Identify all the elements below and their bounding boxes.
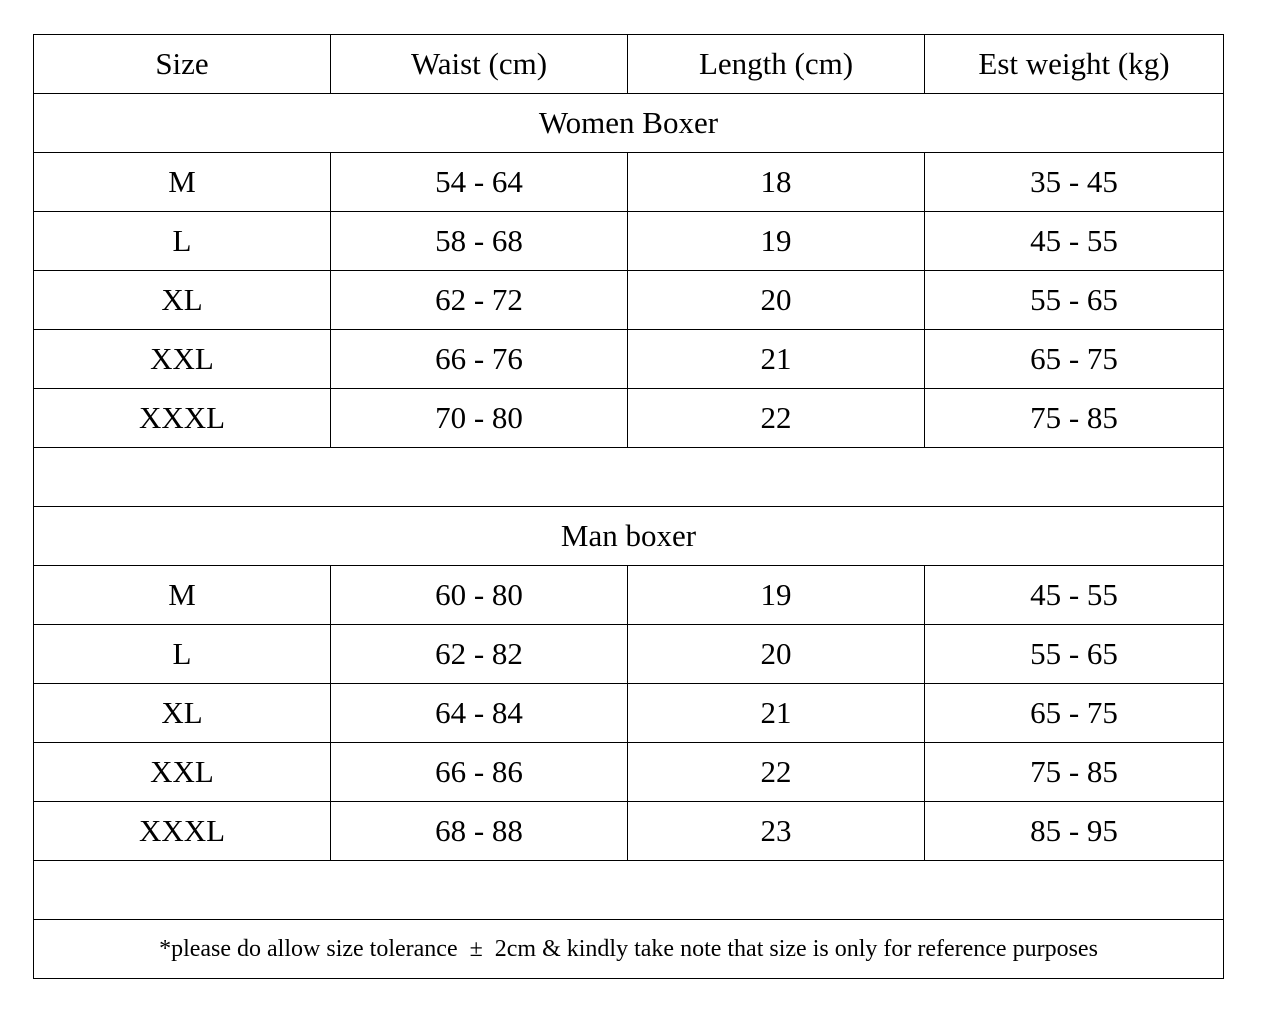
- table-cell: L: [33, 211, 331, 271]
- table-cell: XXXL: [33, 801, 331, 861]
- table-cell: 20: [627, 270, 925, 330]
- table-row: XXL 66 - 76 21 65 - 75: [33, 329, 1224, 389]
- table-cell: 68 - 88: [330, 801, 628, 861]
- table-row: XXXL 70 - 80 22 75 - 85: [33, 388, 1224, 448]
- table-cell: 55 - 65: [924, 270, 1224, 330]
- table-cell: 65 - 75: [924, 683, 1224, 743]
- column-header: Length (cm): [627, 34, 925, 94]
- table-cell: XL: [33, 683, 331, 743]
- table-cell: 66 - 76: [330, 329, 628, 389]
- table-row: XXXL 68 - 88 23 85 - 95: [33, 801, 1224, 861]
- table-cell: 55 - 65: [924, 624, 1224, 684]
- table-cell: XXL: [33, 329, 331, 389]
- table-cell: 18: [627, 152, 925, 212]
- table-cell: 62 - 72: [330, 270, 628, 330]
- column-header: Est weight (kg): [924, 34, 1224, 94]
- column-header: Waist (cm): [330, 34, 628, 94]
- tolerance-note: *please do allow size tolerance ± 2cm & …: [33, 919, 1224, 979]
- empty-cell: [33, 860, 1224, 920]
- table-cell: 64 - 84: [330, 683, 628, 743]
- section-title-row: Women Boxer: [33, 93, 1224, 153]
- header-row: Size Waist (cm) Length (cm) Est weight (kg): [33, 34, 1224, 94]
- table-cell: 22: [627, 388, 925, 448]
- table-cell: 85 - 95: [924, 801, 1224, 861]
- table-cell: 65 - 75: [924, 329, 1224, 389]
- table-cell: L: [33, 624, 331, 684]
- table-cell: XXL: [33, 742, 331, 802]
- table-cell: 60 - 80: [330, 565, 628, 625]
- note-row: *please do allow size tolerance ± 2cm & …: [33, 919, 1224, 979]
- spacer-row: [33, 447, 1224, 507]
- table-cell: 45 - 55: [924, 211, 1224, 271]
- table-cell: 66 - 86: [330, 742, 628, 802]
- table-cell: 35 - 45: [924, 152, 1224, 212]
- table-row: M 54 - 64 18 35 - 45: [33, 152, 1224, 212]
- table-cell: 75 - 85: [924, 388, 1224, 448]
- table-row: XL 62 - 72 20 55 - 65: [33, 270, 1224, 330]
- table-cell: 22: [627, 742, 925, 802]
- table-row: XXL 66 - 86 22 75 - 85: [33, 742, 1224, 802]
- table-cell: 70 - 80: [330, 388, 628, 448]
- table-cell: 19: [627, 211, 925, 271]
- table-cell: 62 - 82: [330, 624, 628, 684]
- table-row: L 62 - 82 20 55 - 65: [33, 624, 1224, 684]
- table-cell: 19: [627, 565, 925, 625]
- table-cell: 75 - 85: [924, 742, 1224, 802]
- size-chart-table: Size Waist (cm) Length (cm) Est weight (kg)…: [33, 34, 1224, 979]
- table-cell: M: [33, 565, 331, 625]
- table-row: M 60 - 80 19 45 - 55: [33, 565, 1224, 625]
- table-cell: XL: [33, 270, 331, 330]
- section-title-row: Man boxer: [33, 506, 1224, 566]
- table-cell: 21: [627, 329, 925, 389]
- table-row: L 58 - 68 19 45 - 55: [33, 211, 1224, 271]
- section-title: Man boxer: [33, 506, 1224, 566]
- table-cell: 21: [627, 683, 925, 743]
- table-cell: 58 - 68: [330, 211, 628, 271]
- size-chart-body: Size Waist (cm) Length (cm) Est weight (kg)…: [33, 34, 1224, 979]
- table-cell: 20: [627, 624, 925, 684]
- table-row: XL 64 - 84 21 65 - 75: [33, 683, 1224, 743]
- empty-cell: [33, 447, 1224, 507]
- table-cell: XXXL: [33, 388, 331, 448]
- table-cell: 23: [627, 801, 925, 861]
- spacer-row: [33, 860, 1224, 920]
- table-cell: 54 - 64: [330, 152, 628, 212]
- table-cell: 45 - 55: [924, 565, 1224, 625]
- column-header: Size: [33, 34, 331, 94]
- section-title: Women Boxer: [33, 93, 1224, 153]
- table-cell: M: [33, 152, 331, 212]
